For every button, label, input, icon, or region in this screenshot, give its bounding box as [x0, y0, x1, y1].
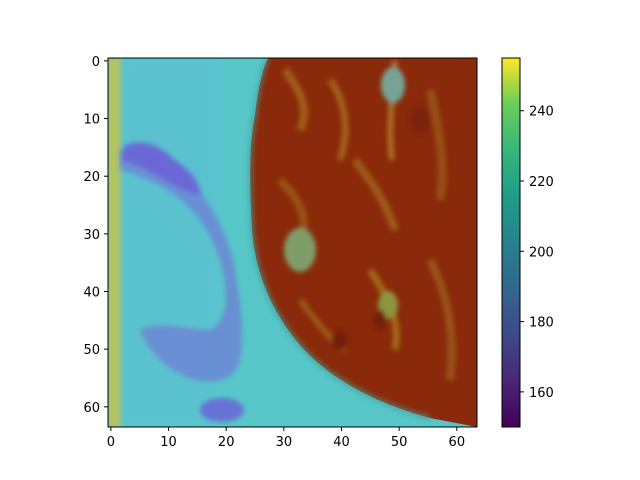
purple-region-bottom	[200, 398, 244, 422]
heatmap-image	[108, 58, 477, 427]
y-tick-label: 0	[92, 55, 100, 70]
y-tick-label: 50	[83, 343, 100, 358]
colorbar-tick-label: 200	[529, 245, 554, 260]
x-tick-label: 20	[218, 435, 235, 450]
purple-region-upper	[120, 146, 243, 382]
purple-region-top	[122, 142, 200, 195]
left-edge-band	[108, 58, 122, 427]
colorbar-tick-label: 180	[529, 316, 554, 331]
x-axis: 0 10 20 30 40 50 60	[107, 427, 465, 450]
image-frame	[107, 57, 478, 428]
boundary-highlight	[247, 58, 431, 421]
x-tick-label: 40	[333, 435, 350, 450]
x-tick-label: 60	[449, 435, 466, 450]
x-tick-label: 0	[107, 435, 115, 450]
red-region-texture	[277, 59, 456, 381]
colorbar-tick-label: 160	[529, 386, 554, 401]
colorbar-axis: 160 180 200 220 240	[520, 105, 554, 401]
y-tick-label: 20	[83, 170, 100, 185]
x-tick-label: 10	[160, 435, 177, 450]
colorbar-tick-label: 220	[529, 175, 554, 190]
y-tick-label: 60	[83, 401, 100, 416]
y-axis: 0 10 20 30 40 50 60	[83, 55, 108, 416]
y-tick-label: 40	[83, 286, 100, 301]
x-tick-label: 30	[276, 435, 293, 450]
x-tick-label: 50	[391, 435, 408, 450]
y-tick-label: 10	[83, 113, 100, 128]
y-tick-label: 30	[83, 228, 100, 243]
colorbar	[501, 57, 521, 428]
colorbar-tick-label: 240	[529, 105, 554, 120]
red-region	[250, 58, 477, 427]
